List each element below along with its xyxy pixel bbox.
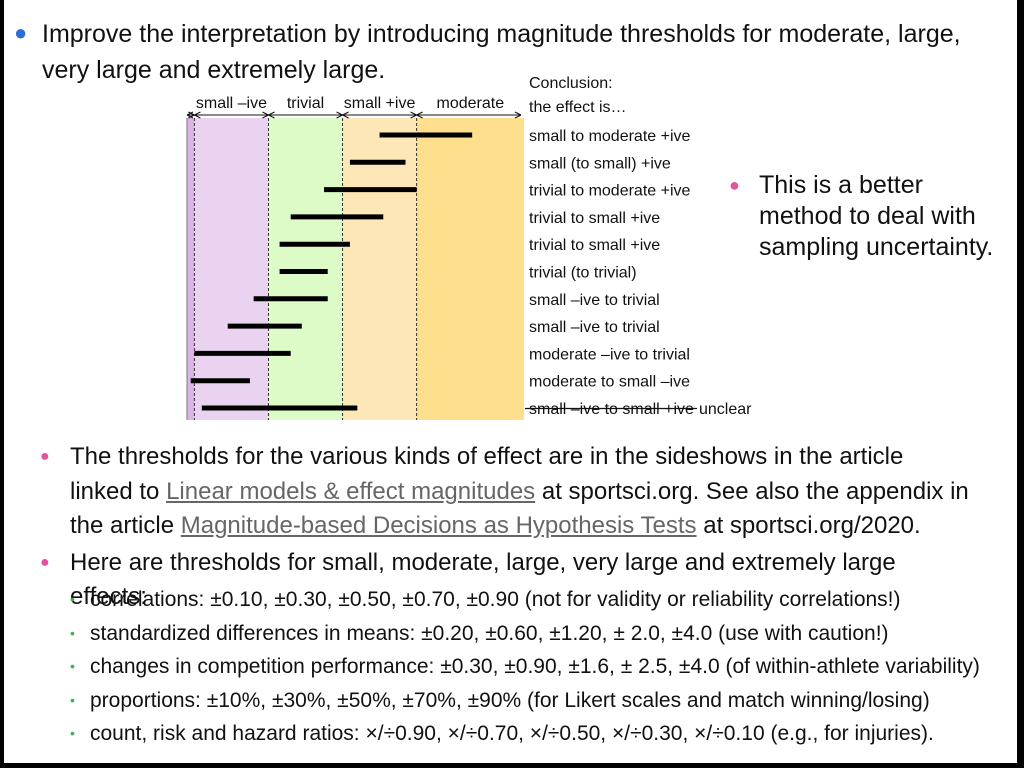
threshold-item: • correlations: ±0.10, ±0.30, ±0.50, ±0.7…	[70, 583, 1005, 617]
bullet-here: ● Here are thresholds for small, moderat…	[40, 546, 970, 614]
bullet-thresholds: ● The thresholds for the various kinds o…	[40, 440, 970, 544]
threshold-item-text: count, risk and hazard ratios: ×/÷0.90, …	[90, 722, 934, 745]
arrow-head	[336, 111, 343, 119]
interval-label: moderate –ive to trivial	[529, 346, 690, 363]
magnitude-chart: small –ive trivial small +ive moderate Concl…	[186, 75, 752, 420]
slide: ● Improve the interpretation by introduc…	[4, 0, 1017, 763]
threshold-item-text: standardized differences in means: ±0.20…	[90, 621, 889, 645]
interval-label: small –ive to small +ive	[529, 401, 694, 418]
arrow-head	[262, 111, 269, 119]
chart-band	[416, 118, 524, 420]
bullet-intro: ● Improve the interpretation by introduc…	[14, 16, 1004, 88]
region-label: moderate	[437, 95, 505, 112]
interval-label: small –ive to trivial	[529, 292, 660, 309]
thresholds-text-2: at sportsci.org. See also the appendix i…	[70, 477, 969, 540]
bullet-thresholds-text: The thresholds for the various kinds of …	[70, 440, 970, 544]
chart-header: small –ive trivial small +ive moderate Concl…	[186, 75, 627, 119]
bullet-here-text: Here are thresholds for small, moderate,…	[70, 549, 896, 610]
arrow-head	[188, 111, 195, 119]
arrow-head	[410, 111, 417, 119]
chart-bars	[190, 132, 473, 411]
conclusion-header: Conclusion:	[529, 75, 613, 92]
thresholds-text-1: The thresholds for the various kinds of …	[70, 443, 904, 505]
threshold-item: • standardized differences in means: ±0.2…	[70, 617, 1005, 651]
threshold-list: • correlations: ±0.10, ±0.30, ±0.50, ±0.7…	[70, 583, 1005, 751]
threshold-item-text: changes in competition performance: ±0.3…	[90, 655, 980, 678]
bullet-better-text: This is a better method to deal with sam…	[759, 171, 994, 261]
arrow-head	[416, 111, 423, 119]
chart-labels: small to moderate +ive small (to small) +…	[525, 128, 752, 418]
threshold-item-text: correlations: ±0.10, ±0.30, ±0.50, ±0.70…	[90, 588, 901, 611]
threshold-item: • proportions: ±10%, ±30%, ±50%, ±70%, ±9…	[70, 684, 1005, 718]
chart-band	[194, 118, 269, 420]
chart-band	[342, 118, 417, 420]
interval-suffix: unclear	[699, 401, 752, 418]
conclusion-header: the effect is…	[529, 99, 627, 116]
arrow-head	[186, 111, 194, 119]
interval-label: trivial (to trivial)	[529, 265, 637, 282]
bullet-better: ● This is a better method to deal with s…	[729, 170, 999, 263]
link-linear-models[interactable]: Linear models & effect magnitudes	[166, 477, 536, 505]
bullet-dot: ●	[40, 554, 50, 571]
bullet-dot: ●	[14, 20, 28, 45]
interval-label: trivial to small +ive	[529, 237, 660, 254]
region-label: small +ive	[344, 95, 416, 112]
interval-label: trivial to small +ive	[529, 210, 660, 227]
interval-label: trivial to moderate +ive	[529, 183, 691, 200]
interval-label: small to moderate +ive	[529, 128, 691, 145]
threshold-item: • count, risk and hazard ratios: ×/÷0.90,…	[70, 717, 1005, 751]
thresholds-text-3: at sportsci.org/2020.	[703, 512, 921, 539]
region-label: trivial	[287, 95, 324, 112]
region-label: small –ive	[196, 95, 267, 112]
chart-band	[187, 118, 195, 420]
arrow-head	[514, 111, 522, 119]
arrow-head	[268, 111, 275, 119]
bullet-dot: ●	[40, 448, 50, 465]
threshold-item-text: proportions: ±10%, ±30%, ±50%, ±70%, ±90…	[90, 688, 930, 712]
interval-label: small (to small) +ive	[529, 155, 671, 172]
bullet-dot: ●	[729, 175, 740, 195]
threshold-item: • changes in competition performance: ±0.…	[70, 650, 1005, 684]
arrow-head	[342, 111, 349, 119]
interval-label: moderate to small –ive	[529, 374, 690, 391]
arrow-head	[194, 111, 201, 119]
interval-label: small –ive to trivial	[529, 319, 660, 336]
bullet-intro-text: Improve the interpretation by introducin…	[42, 20, 961, 84]
link-mbd-hypothesis-tests[interactable]: Magnitude-based Decisions as Hypothesis …	[180, 512, 697, 539]
